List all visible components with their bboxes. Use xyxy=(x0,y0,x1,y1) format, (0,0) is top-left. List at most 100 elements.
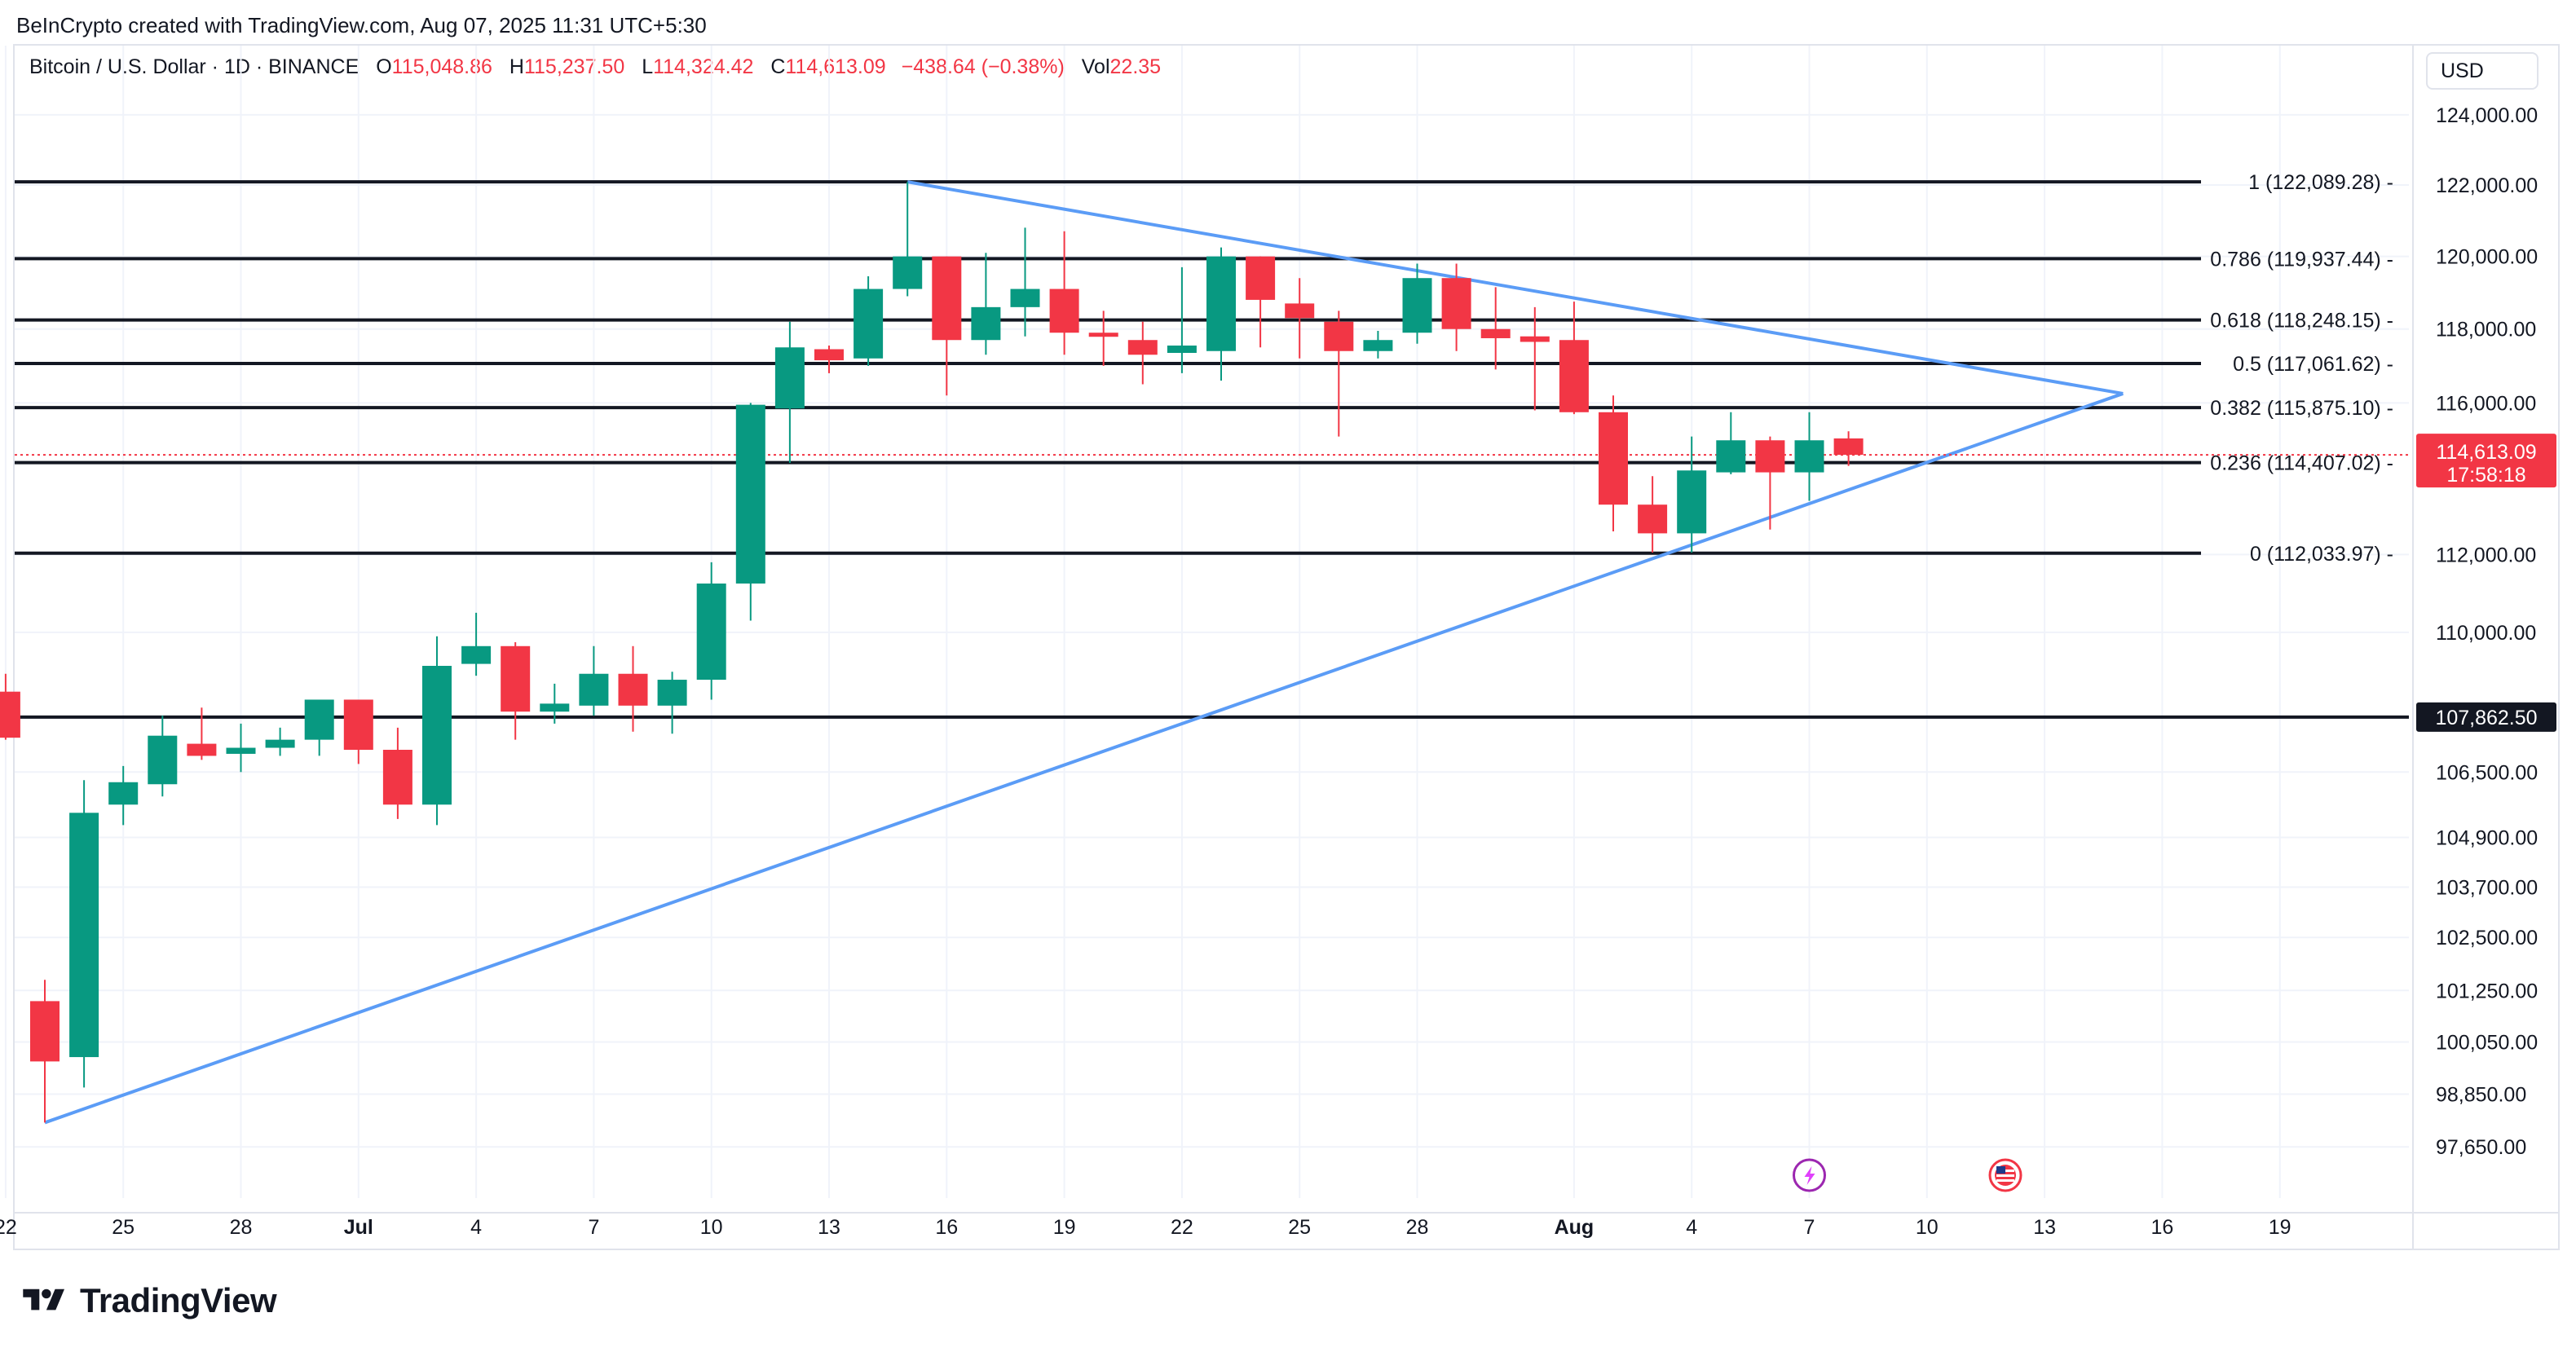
support-tag-bg xyxy=(2416,702,2556,732)
candle xyxy=(1559,302,1589,415)
candle-body xyxy=(382,749,412,805)
candle-body xyxy=(108,782,139,805)
chart-frame xyxy=(13,44,2560,1250)
chart-attribution: BeInCrypto created with TradingView.com,… xyxy=(16,13,707,37)
candle xyxy=(854,275,884,366)
current-price-label: 114,613.09 xyxy=(2436,441,2536,464)
candle-body xyxy=(1559,340,1589,412)
candle xyxy=(343,699,373,764)
candle xyxy=(1049,231,1079,355)
high-value: 115,237.50 xyxy=(523,55,625,78)
time-tick-label: 13 xyxy=(818,1216,840,1239)
candle-body xyxy=(1010,289,1040,307)
candle xyxy=(579,645,609,716)
trendline xyxy=(44,392,2124,1125)
candle-body xyxy=(893,256,923,289)
price-tick-label: 98,850.00 xyxy=(2436,1083,2526,1106)
candle xyxy=(1127,321,1158,385)
candle xyxy=(1716,412,1746,474)
candle xyxy=(265,727,295,756)
price-tick-label: 104,900.00 xyxy=(2436,827,2538,850)
time-tick-label: 7 xyxy=(588,1216,599,1239)
candle xyxy=(1638,476,1668,553)
candle-body xyxy=(657,680,687,706)
time-tick-label: 10 xyxy=(1916,1216,1939,1239)
event-markers[interactable] xyxy=(1793,1158,2022,1192)
candle xyxy=(304,699,334,756)
price-tick-label: 100,050.00 xyxy=(2436,1031,2538,1054)
candle xyxy=(422,636,452,826)
countdown-label: 17:58:18 xyxy=(2446,464,2525,487)
tradingview-logo-icon xyxy=(23,1289,64,1311)
price-tick-label: 112,000.00 xyxy=(2436,544,2536,566)
candle-body xyxy=(618,673,648,706)
candle-body xyxy=(187,743,217,756)
candle-body xyxy=(1441,278,1471,329)
candle-body xyxy=(696,583,726,681)
candle-body xyxy=(1520,336,1550,342)
candle-body xyxy=(1127,340,1158,355)
candle xyxy=(30,980,60,1123)
candle-body xyxy=(1677,470,1707,534)
time-tick-label: 16 xyxy=(2150,1216,2173,1239)
candle-body xyxy=(1049,289,1079,333)
fib-level-label: 0.382 (115,875.10) - xyxy=(2210,397,2393,420)
symbol-title[interactable]: Bitcoin / U.S. Dollar · 1D · BINANCE xyxy=(29,55,359,78)
time-tick-label: 19 xyxy=(1053,1216,1076,1239)
current-price-tag-bg xyxy=(2416,434,2556,488)
candle-body xyxy=(1833,438,1864,456)
candle xyxy=(814,345,844,373)
fib-level-label: 0 (112,033.97) - xyxy=(2250,543,2393,566)
candle xyxy=(1246,256,1276,348)
us-flag-event-icon[interactable] xyxy=(1988,1158,2022,1192)
candle-body xyxy=(343,699,373,750)
time-tick-label: 13 xyxy=(2033,1216,2056,1239)
candle-body xyxy=(265,739,295,748)
candle xyxy=(1363,330,1393,359)
candle xyxy=(735,403,765,621)
candle xyxy=(971,253,1001,355)
tradingview-logo-text: TradingView xyxy=(80,1281,277,1319)
time-tick-label: 25 xyxy=(112,1216,135,1239)
candle xyxy=(774,321,805,463)
candle-body xyxy=(1638,504,1668,534)
candle xyxy=(1755,436,1785,530)
candle-body xyxy=(814,349,844,361)
time-tick-label: 7 xyxy=(1804,1216,1815,1239)
candle xyxy=(108,765,139,826)
candle-body xyxy=(735,404,765,584)
candle-body xyxy=(1599,412,1628,505)
candle xyxy=(618,645,648,732)
bolt-event-icon[interactable] xyxy=(1793,1158,1826,1192)
time-axis[interactable]: 22 25 28 Jul 4 7 10 13 16 19 22 25 28 Aug 4 7 10 13 16 19 xyxy=(0,1216,2291,1239)
candle xyxy=(461,612,492,676)
time-tick-label: 28 xyxy=(1406,1216,1429,1239)
candles xyxy=(0,182,1864,1123)
trendline xyxy=(906,180,2124,395)
price-axis[interactable]: 124,000.00 122,000.00 120,000.00 118,000.00… xyxy=(2436,104,2538,1159)
candle-body xyxy=(1363,340,1393,351)
candle-body xyxy=(69,813,99,1058)
fib-level-label: 0.618 (118,248.15) - xyxy=(2210,310,2393,333)
low-value: 114,324.42 xyxy=(653,55,754,78)
candle-body xyxy=(461,645,492,664)
fib-levels: 1 (122,089.28) - 0.786 (119,937.44) - 0.61… xyxy=(15,171,2409,719)
time-tick-label: 22 xyxy=(0,1216,17,1239)
close-label: C xyxy=(770,55,786,78)
candle xyxy=(1206,247,1236,381)
candle-body xyxy=(1794,440,1824,473)
tradingview-logo[interactable]: TradingView xyxy=(18,1276,277,1325)
flag-canton xyxy=(1996,1166,2005,1174)
support-tag-label: 107,862.50 xyxy=(2435,707,2537,729)
candle-body xyxy=(304,699,334,740)
candle xyxy=(1402,263,1432,344)
high-label: H xyxy=(509,55,524,78)
price-tick-label: 102,500.00 xyxy=(2436,927,2538,949)
time-tick-label: 22 xyxy=(1171,1216,1193,1239)
candle xyxy=(1441,263,1471,351)
candle xyxy=(501,641,531,740)
currency-button[interactable]: USD xyxy=(2426,52,2539,90)
